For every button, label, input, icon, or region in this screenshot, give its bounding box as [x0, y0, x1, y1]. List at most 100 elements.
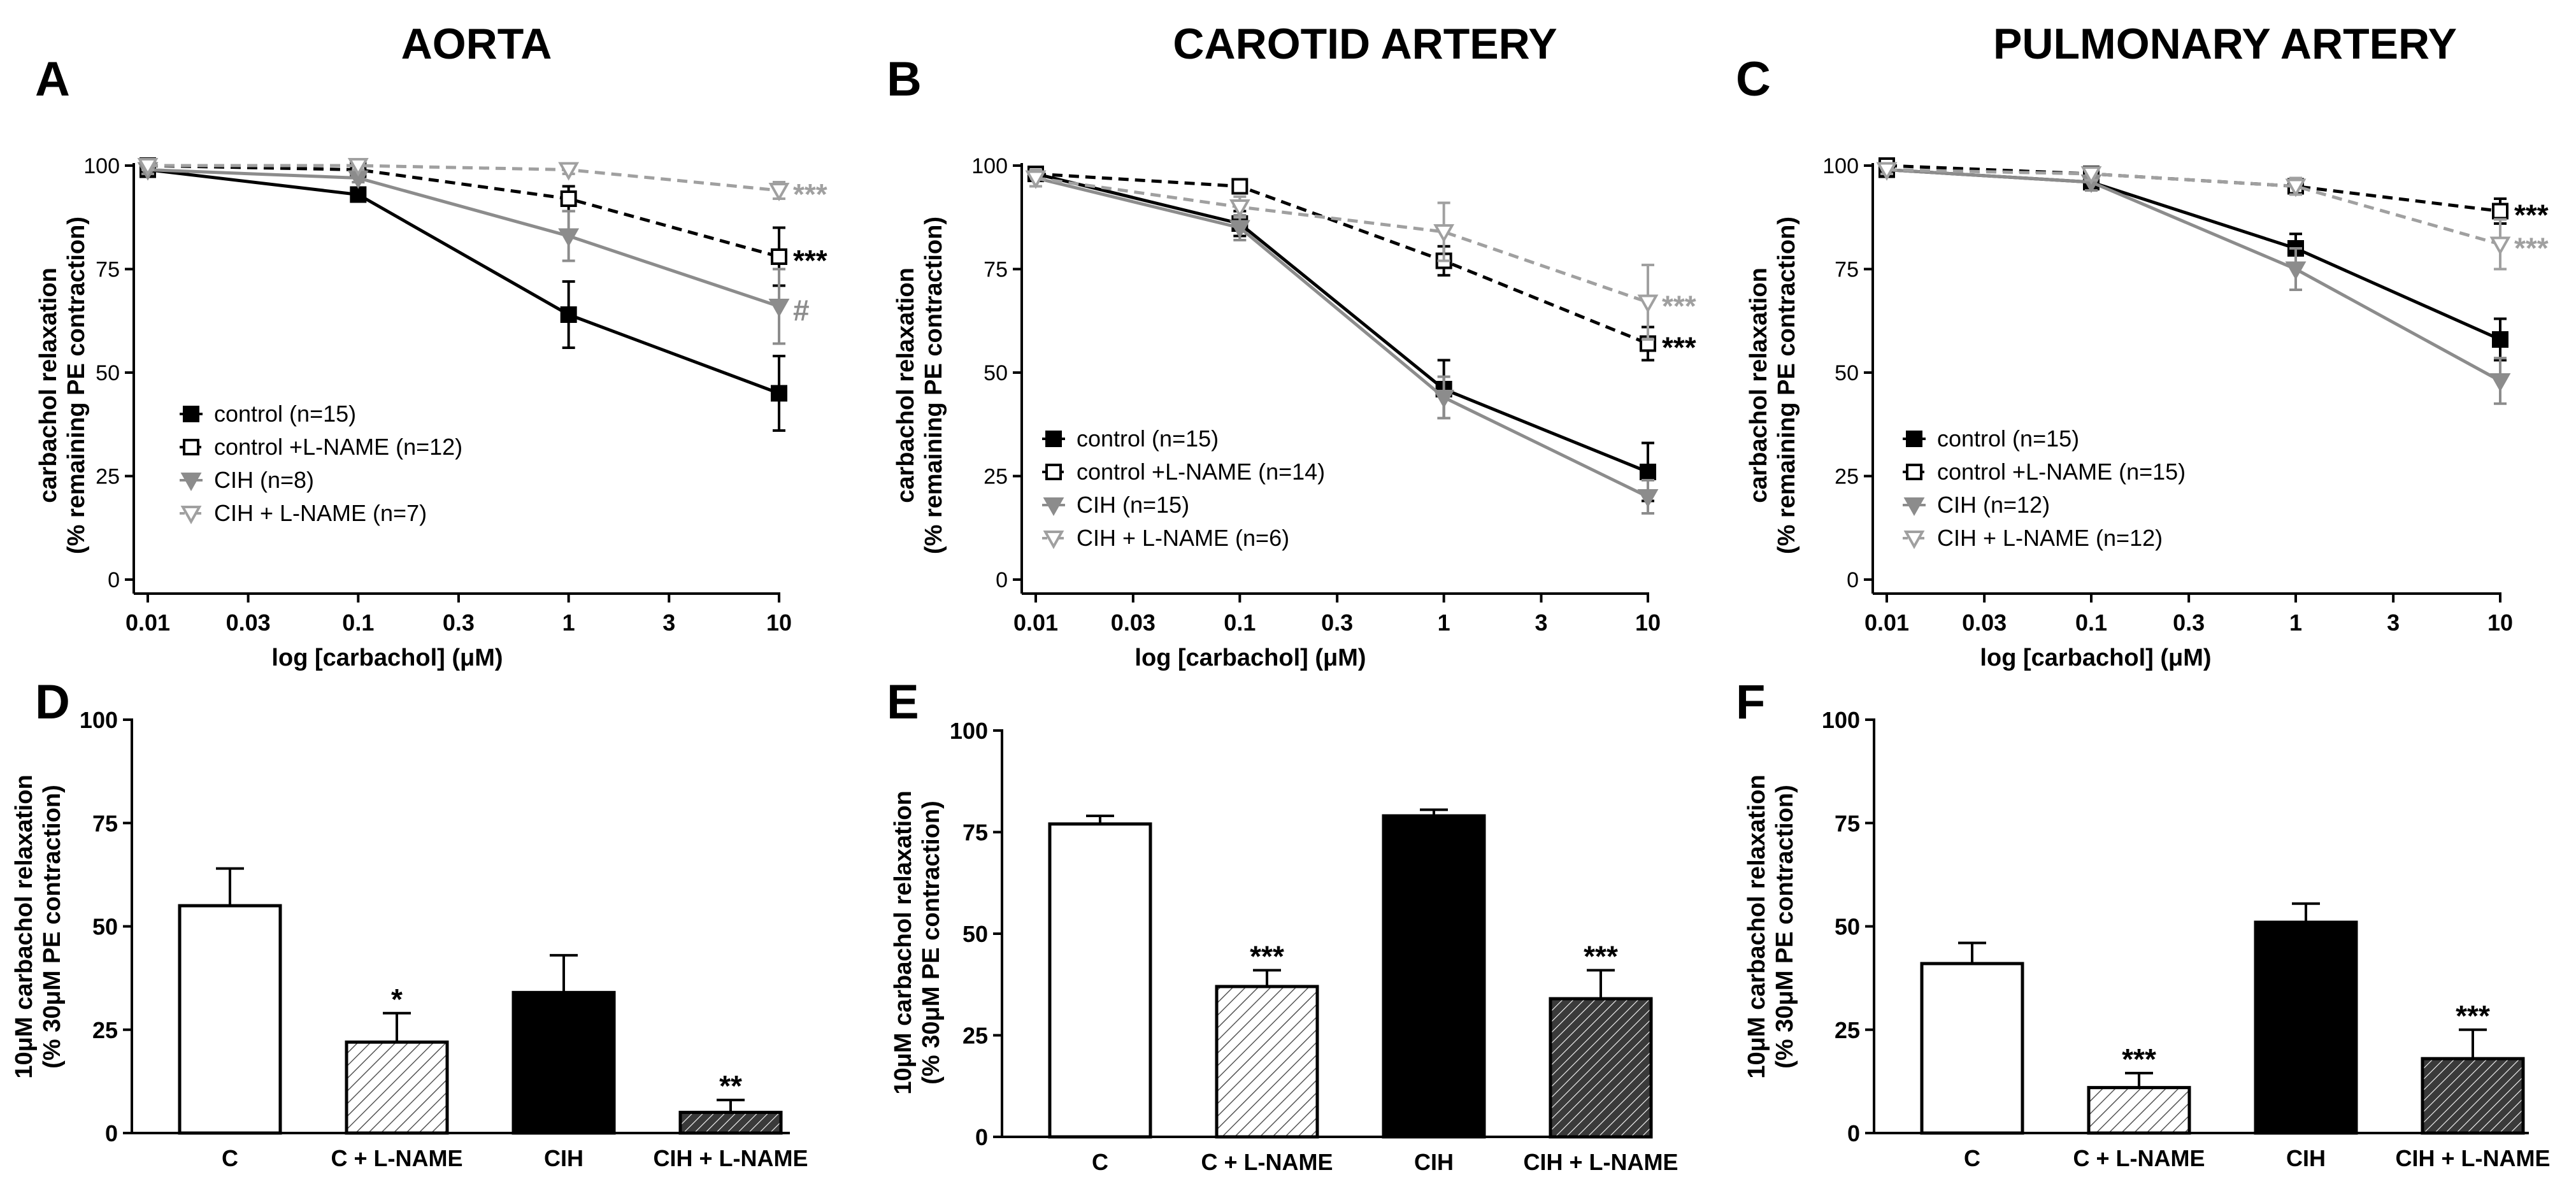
y-axis-label-line1-e: 10μM carbachol relaxation	[890, 790, 917, 1094]
y-axis-label-line1-d: 10μM carbachol relaxation	[11, 774, 38, 1078]
y-tick-label: 25	[92, 1017, 118, 1043]
significance-label: ***	[1662, 331, 1696, 364]
legend-marker	[1903, 497, 1925, 517]
data-point	[1433, 390, 1455, 409]
y-axis-label-line2-c: (% remaining PE contraction)	[1773, 217, 1800, 554]
legend-marker	[1043, 531, 1064, 550]
x-tick-label: 0.01	[1864, 610, 1909, 636]
data-point	[768, 183, 790, 202]
panel-c: C PULMONARY ARTERY carbachol relaxation …	[1736, 20, 2549, 671]
legend-marker	[180, 506, 202, 525]
data-point	[2492, 203, 2508, 220]
y-tick-label: 75	[962, 820, 988, 846]
series-line	[147, 168, 780, 395]
legend-entry: CIH (n=8)	[214, 467, 314, 493]
panel-b: B CAROTID ARTERY carbachol relaxation (%…	[887, 20, 1696, 671]
significance-label: ***	[2122, 1043, 2156, 1076]
y-tick-label: 75	[1835, 810, 1860, 836]
y-tick-label: 75	[96, 258, 120, 282]
x-axis-label-b: log [carbachol] (μM)	[1134, 645, 1366, 671]
category-label: C + L-NAME	[1201, 1149, 1333, 1175]
bar	[1382, 814, 1486, 1139]
y-tick-label: 50	[92, 914, 118, 940]
legend-marker	[1045, 464, 1062, 480]
category-label: C	[222, 1145, 238, 1171]
series-line	[1886, 168, 2501, 341]
y-tick-label: 0	[1847, 568, 1859, 592]
x-tick-label: 1	[562, 610, 575, 636]
panel-f: F 10μM carbachol relaxation (% 30μM PE c…	[1736, 675, 2551, 1171]
data-point	[1231, 178, 1249, 195]
y-tick-label: 25	[96, 465, 120, 489]
panel-label-e: E	[887, 675, 919, 729]
panel-title-b: CAROTID ARTERY	[1173, 20, 1557, 68]
x-tick-label: 0.03	[1962, 610, 2007, 636]
category-label: C + L-NAME	[2073, 1145, 2205, 1171]
plot-area-b: 0 25 50 75 100 0.01 0.03 0.1 0.3 1 3 10 *** *** contro…	[971, 154, 1696, 636]
y-tick-label: 75	[984, 258, 1008, 282]
series-line	[1035, 172, 1649, 474]
data-point	[1876, 162, 1898, 181]
panel-label-a: A	[35, 52, 70, 106]
x-tick-label: 0.01	[1013, 610, 1058, 636]
series-line	[147, 164, 780, 259]
y-tick-label: 25	[1835, 1017, 1860, 1043]
legend-marker	[1903, 531, 1925, 550]
significance-label: ***	[2456, 999, 2490, 1032]
category-label: C + L-NAME	[331, 1145, 463, 1171]
y-tick-label: 100	[950, 718, 988, 744]
x-axis-label-a: log [carbachol] (μM)	[271, 645, 503, 671]
panel-a: A AORTA carbachol relaxation (% remainin…	[35, 20, 827, 671]
x-tick-label: 1	[1438, 610, 1450, 636]
data-point	[2285, 178, 2307, 197]
data-point	[768, 299, 790, 318]
legend-entry: control +L-NAME (n=15)	[1937, 459, 2186, 485]
bar	[2254, 920, 2358, 1135]
data-point	[1640, 464, 1656, 480]
y-axis-label-line1-a: carbachol relaxation	[35, 267, 62, 503]
data-point	[1229, 220, 1250, 239]
y-tick-label: 100	[971, 154, 1008, 178]
significance-label: *	[391, 983, 403, 1016]
x-tick-label: 3	[662, 610, 675, 636]
series-line	[1886, 168, 2501, 246]
significance-label: ***	[793, 244, 827, 277]
y-axis-label-line2-d: (% 30μM PE contraction)	[39, 785, 66, 1069]
legend-marker	[1906, 464, 1922, 480]
y-tick-label: 100	[1822, 707, 1860, 733]
data-point	[558, 162, 580, 181]
data-point	[560, 306, 577, 323]
legend-entry: control (n=15)	[1937, 425, 2079, 452]
legend-entry: control +L-NAME (n=14)	[1077, 459, 1325, 485]
data-point	[560, 190, 577, 207]
x-tick-label: 0.03	[1111, 610, 1156, 636]
legend-marker	[180, 473, 202, 492]
category-label: CIH	[544, 1145, 583, 1171]
bar	[2087, 1086, 2191, 1135]
legend-marker	[1906, 431, 1922, 447]
x-tick-label: 0.1	[342, 610, 374, 636]
series-line	[1035, 172, 1649, 345]
y-tick-label: 50	[1835, 914, 1860, 940]
x-axis-label-c: log [carbachol] (μM)	[1980, 645, 2211, 671]
y-axis-label-line1-c: carbachol relaxation	[1745, 267, 1772, 503]
y-tick-label: 75	[1835, 258, 1859, 282]
plot-area-f: 0 25 50 75 100 C *** C + L-NAME CIH *** CIH + L-NA…	[1822, 707, 2551, 1171]
y-tick-label: 50	[984, 361, 1008, 385]
y-axis-label-line2-a: (% remaining PE contraction)	[63, 217, 90, 554]
legend-marker	[183, 406, 199, 422]
legend-entry: CIH (n=12)	[1937, 492, 2050, 518]
series-line	[1035, 176, 1649, 499]
panel-d: D 10μM carbachol relaxation (% 30μM PE c…	[11, 675, 808, 1171]
x-tick-label: 0.3	[2173, 610, 2205, 636]
x-tick-label: 0.03	[226, 610, 271, 636]
y-axis-label-line2-b: (% remaining PE contraction)	[920, 217, 947, 554]
data-point	[2489, 373, 2511, 392]
data-point	[2285, 261, 2307, 280]
legend-entry: CIH + L-NAME (n=7)	[214, 500, 427, 526]
data-point	[347, 158, 369, 177]
bar	[2421, 1057, 2525, 1135]
plot-area-d: 0 25 50 75 100 C * C + L-NAME CIH ** CIH + L-NAME	[80, 707, 808, 1171]
plot-area-a: 0 25 50 75 100 0.01 0.03 0.1 0.3 1 3 10 *** # *** contr…	[83, 154, 827, 636]
x-tick-label: 0.3	[1321, 610, 1353, 636]
